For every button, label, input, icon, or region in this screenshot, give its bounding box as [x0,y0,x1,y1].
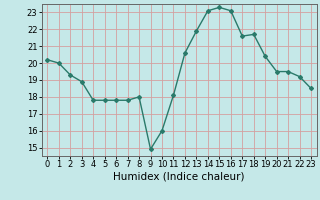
X-axis label: Humidex (Indice chaleur): Humidex (Indice chaleur) [114,172,245,182]
